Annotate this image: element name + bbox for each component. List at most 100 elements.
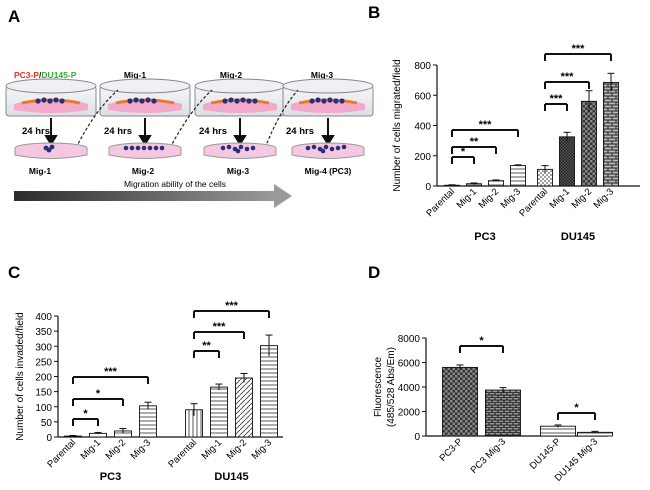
header-du145-label: DU145-P (41, 70, 76, 80)
x-tick-label: Mig-3 (499, 186, 524, 211)
bar (260, 345, 278, 438)
x-tick-label: Mig-3 (250, 437, 275, 462)
panel-b-migration-chart: B 0 200 400 600 800 Number of cells migrated/… (368, 3, 640, 243)
time-label: 24 hrs (286, 126, 314, 137)
y-tick-label: 200 (414, 152, 431, 163)
bottom-dish-label: Mig-4 (PC3) (305, 166, 352, 176)
y-tick-label: 400 (414, 122, 431, 133)
y-axis-label: Number of cells invaded/field (15, 312, 26, 440)
significance-label: * (479, 335, 484, 347)
y-tick-label: 0 (46, 433, 52, 444)
y-tick-label: 100 (35, 403, 52, 414)
y-tick-label: 300 (35, 342, 52, 353)
bar (540, 425, 576, 437)
x-tick-label: PC3 Mig-3 (469, 436, 509, 476)
x-tick-label: Mig-1 (200, 437, 225, 462)
significance-label: ** (470, 136, 479, 148)
x-tick-label: Mig-1 (79, 437, 104, 462)
y-tick-label: 250 (35, 357, 52, 368)
bar (210, 386, 228, 438)
culture-dish (14, 142, 88, 159)
group-label: PC3 (100, 471, 121, 483)
bar (581, 100, 597, 187)
transwell-insert (282, 78, 374, 117)
top-dish-label: Mig-3 (311, 70, 333, 80)
y-axis-label: Fluorescence (373, 357, 384, 417)
x-tick-label: Mig-2 (477, 186, 502, 211)
transwell-insert (5, 78, 97, 117)
bar (235, 377, 253, 438)
panel-letter-c: C (8, 263, 20, 282)
bar (139, 405, 157, 438)
time-label: 24 hrs (199, 126, 227, 137)
bar (603, 81, 619, 187)
y-tick-label: 50 (41, 418, 53, 429)
bottom-dish-label: Mig-3 (227, 166, 249, 176)
migration-arrow-label: Migration ability of the cells (124, 179, 226, 189)
x-tick-label: Mig-2 (104, 437, 129, 462)
y-tick-label: 400 (35, 312, 52, 323)
y-tick-label: 150 (35, 388, 52, 399)
group-label: DU145 (214, 471, 248, 483)
group-label: DU145 (561, 231, 595, 243)
bottom-dish-label: Mig-1 (29, 166, 51, 176)
y-tick-label: 800 (414, 61, 431, 72)
culture-dish (291, 142, 365, 159)
bar (485, 389, 521, 437)
culture-dish (108, 142, 182, 159)
significance-label: *** (479, 119, 493, 131)
significance-label: ** (202, 340, 211, 352)
x-tick-label: Parental (166, 437, 199, 470)
y-tick-label: 8000 (398, 334, 421, 345)
x-tick-label: Mig-1 (548, 186, 573, 211)
bar (510, 165, 526, 187)
panel-c-invasion-chart: C 0 50 100 150 200 250 300 350 400 Number of cell… (8, 263, 283, 483)
panel-d-fluorescence-chart: D 0 2000 4000 6000 8000 Fluorescence (485/528 … (368, 263, 613, 484)
panel-a-schematic: A PC3-P/DU145-P Mig-1 Mig-2 Mig-3 (5, 7, 374, 208)
y-tick-label: 6000 (398, 359, 421, 370)
y-axis-label: Number of cells migrated/field (392, 59, 403, 191)
bottom-dish-label: Mig-2 (132, 166, 154, 176)
significance-label: *** (561, 71, 575, 83)
bar (559, 136, 575, 187)
top-dish-label: Mig-2 (220, 70, 242, 80)
bar (488, 180, 504, 187)
significance-label: * (574, 402, 579, 414)
y-tick-label: 200 (35, 373, 52, 384)
x-tick-label: Mig-2 (570, 186, 595, 211)
significance-label: *** (225, 300, 239, 312)
y-tick-label: 600 (414, 91, 431, 102)
time-arrows (44, 118, 335, 146)
time-label: 24 hrs (104, 126, 132, 137)
x-tick-label: Mig-2 (225, 437, 250, 462)
y-tick-label: 4000 (398, 383, 421, 394)
group-label: PC3 (474, 231, 495, 243)
bar (442, 366, 478, 437)
transfer-arrows (75, 89, 299, 149)
y-tick-label: 350 (35, 327, 52, 338)
significance-label: * (461, 146, 466, 158)
x-tick-label: Mig-3 (592, 186, 617, 211)
y-axis-label: (485/528 Abs/Em) (386, 347, 397, 427)
panel-letter-a: A (8, 7, 20, 26)
top-dish-label: Mig-1 (124, 70, 146, 80)
significance-label: * (96, 388, 101, 400)
y-tick-label: 0 (414, 432, 420, 443)
significance-label: *** (550, 93, 564, 105)
panel-letter-d: D (368, 263, 380, 282)
time-label: 24 hrs (22, 126, 50, 137)
significance-label: *** (572, 43, 586, 55)
x-tick-label: Mig-3 (129, 437, 154, 462)
significance-label: *** (213, 321, 227, 333)
culture-dish (203, 142, 277, 159)
x-tick-label: PC3-P (438, 436, 466, 464)
transwell-insert (194, 78, 286, 117)
x-tick-label: DU145-P (528, 436, 563, 471)
transwell-insert (99, 78, 191, 117)
significance-label: *** (104, 366, 118, 378)
header-pc3-label: PC3-P (14, 70, 39, 80)
significance-label: * (83, 408, 88, 420)
migration-arrow (14, 184, 292, 208)
y-tick-label: 2000 (398, 408, 421, 419)
